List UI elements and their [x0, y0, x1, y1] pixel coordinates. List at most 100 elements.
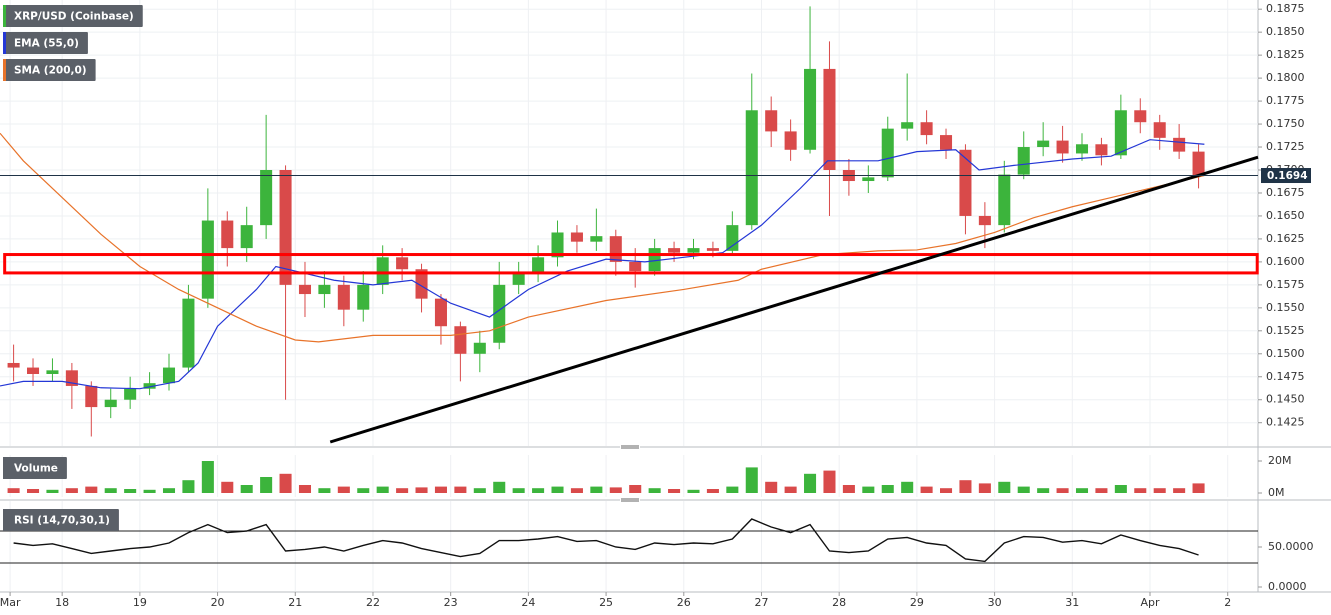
x-tick-label: Apr [1140, 596, 1160, 609]
volume-bar [745, 467, 758, 493]
volume-bar [920, 486, 933, 493]
chip-stripe [3, 457, 6, 479]
candle-body [279, 170, 292, 285]
volume-bar [881, 485, 894, 493]
candle-body [396, 257, 409, 270]
volume-bar [104, 488, 117, 493]
x-tick-label: 28 [832, 596, 846, 609]
y-tick-label: 0.1675 [1266, 186, 1305, 199]
y-tick-label: 0.1850 [1266, 25, 1305, 38]
volume-bar [434, 486, 447, 493]
candle-body [221, 220, 234, 249]
legend-chip[interactable]: RSI (14,70,30,1) [3, 509, 119, 531]
volume-bar [493, 481, 506, 493]
candle-body [162, 367, 176, 384]
x-tick-label: 31 [1065, 596, 1079, 609]
x-tick-label: 22 [366, 596, 380, 609]
y-tick-label: 0.1750 [1266, 117, 1305, 130]
volume-bar [240, 485, 253, 493]
candle-body [784, 131, 797, 150]
volume-bar [337, 486, 350, 493]
x-tick-label: 20 [211, 596, 225, 609]
candle-body [46, 370, 59, 374]
volume-bar [1153, 488, 1166, 493]
candle-body [978, 215, 991, 226]
candle-body [1037, 140, 1050, 148]
volume-bar [473, 488, 486, 493]
candle-body [376, 257, 389, 285]
y-tick-label: 0.1650 [1266, 209, 1305, 222]
rsi-line [13, 518, 1199, 563]
volume-bar [65, 488, 78, 493]
y-tick-label: 0.1425 [1266, 416, 1305, 429]
chip-bg [3, 59, 96, 81]
pane-handle[interactable] [620, 497, 640, 503]
candle-body [1056, 140, 1069, 154]
y-tick-label: 0.1500 [1266, 347, 1305, 360]
chip-label: SMA (200,0) [14, 65, 87, 77]
candle-body [765, 110, 778, 132]
legend-chip[interactable]: XRP/USD (Coinbase) [3, 5, 143, 27]
indicator-line [0, 139, 1205, 390]
last-price-box [1261, 168, 1311, 184]
legend-chip[interactable]: EMA (55,0) [3, 32, 88, 54]
candle-body [687, 248, 700, 253]
y-tick-label: 0.1775 [1266, 94, 1305, 107]
chip-label: XRP/USD (Coinbase) [14, 11, 134, 23]
candle-body [1114, 110, 1127, 156]
volume-bar [512, 488, 525, 493]
volume-bar [765, 481, 778, 493]
x-tick-label: 2 [1224, 596, 1231, 609]
candle-body [434, 298, 447, 327]
pane-handle[interactable] [620, 444, 640, 450]
volume-bar [357, 488, 370, 493]
candle-body [998, 174, 1011, 226]
volume-bar [978, 483, 991, 493]
volume-bar [396, 488, 409, 493]
candle-body [629, 261, 642, 272]
x-tick-label: 27 [754, 596, 768, 609]
volume-bar [454, 486, 467, 493]
x-tick-label: 30 [988, 596, 1002, 609]
volume-bar [162, 488, 176, 493]
y-tick-label: 0.1625 [1266, 232, 1305, 245]
candle-body [182, 298, 195, 368]
legend-chip[interactable]: SMA (200,0) [3, 59, 96, 81]
chip-stripe [3, 5, 6, 27]
volume-bar [1134, 488, 1147, 493]
volume-bar [532, 488, 545, 493]
candle-body [124, 388, 137, 400]
volume-bar [1017, 486, 1030, 493]
y-tick-label: 0.1575 [1266, 278, 1305, 291]
volume-bar [668, 489, 681, 493]
volume-bar [7, 488, 20, 493]
volume-bar [1056, 488, 1069, 493]
y-tick-label: 0M [1268, 486, 1285, 499]
candle-body [532, 257, 545, 273]
volume-bar [279, 473, 292, 493]
last-price-label: 0.1694 [1267, 170, 1308, 182]
candle-body [240, 225, 253, 249]
candle-body [570, 232, 583, 242]
x-tick-label: 18 [55, 596, 69, 609]
volume-bar [27, 489, 40, 493]
candle-body [959, 149, 972, 216]
candle-body [1153, 122, 1166, 138]
volume-bar [959, 480, 972, 493]
y-tick-label: 0.1475 [1266, 370, 1305, 383]
volume-bar [570, 488, 583, 493]
volume-bar [298, 485, 312, 493]
legend-chip[interactable]: Volume [3, 457, 67, 479]
chip-bg [3, 5, 143, 27]
candle-body [201, 220, 214, 299]
candle-body [745, 110, 758, 226]
x-tick-label: 29 [910, 596, 924, 609]
candle-body [85, 385, 98, 408]
candle-body [940, 135, 953, 150]
handle-bg [620, 497, 640, 503]
volume-bar [804, 473, 817, 493]
volume-bar [706, 489, 719, 493]
candle-body [881, 128, 894, 178]
chip-label: Volume [14, 463, 58, 475]
chip-stripe [3, 509, 6, 531]
